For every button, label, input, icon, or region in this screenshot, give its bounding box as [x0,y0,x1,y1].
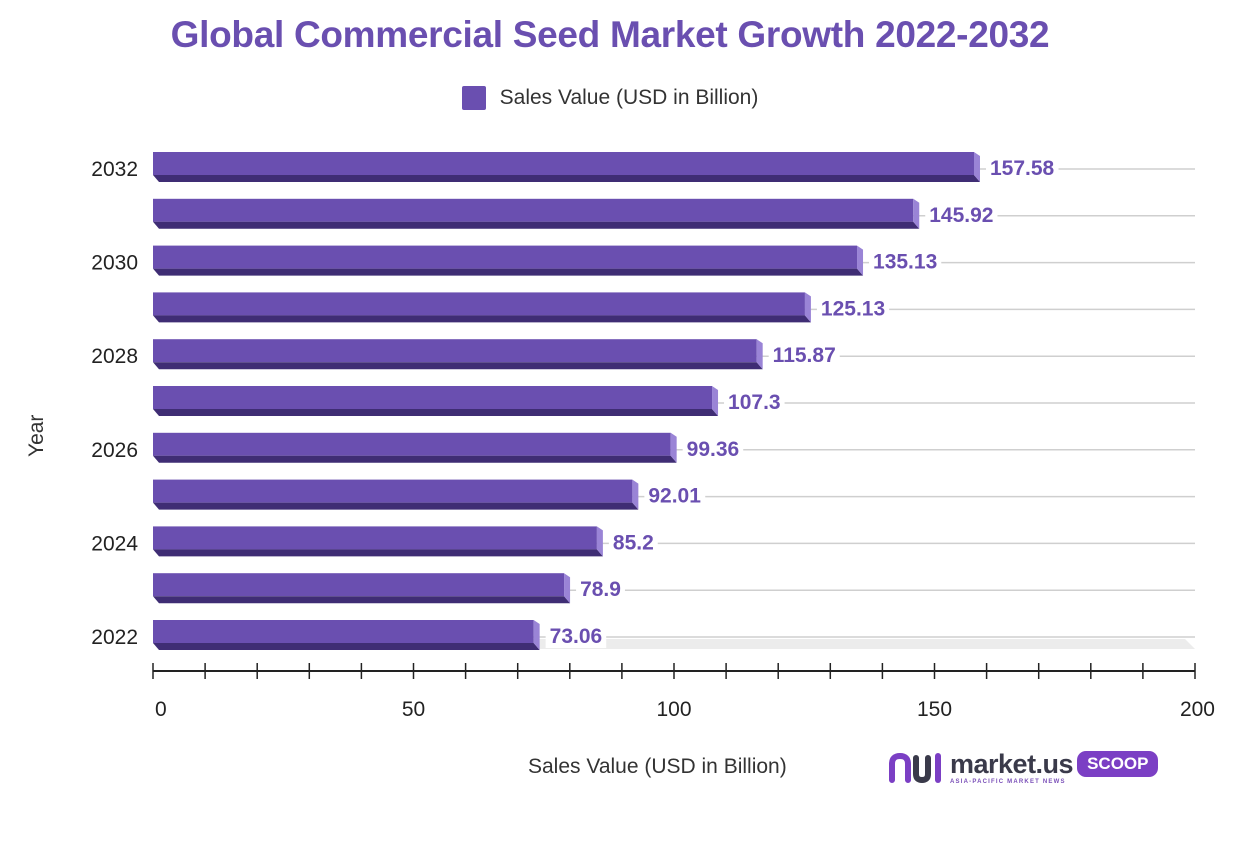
data-label: 107.3 [728,391,781,414]
legend: Sales Value (USD in Billion) [0,86,1220,110]
logo-text: market.us [950,749,1074,779]
bar [153,432,671,456]
bar [153,152,974,175]
bar-side-face [564,573,571,604]
chart-title: Global Commercial Seed Market Growth 202… [170,14,1050,55]
data-label: 92.01 [648,485,701,508]
x-tick-label: 100 [656,698,691,721]
y-tick-label: 2028 [91,345,138,368]
bar [153,292,805,316]
data-label-bg [644,484,706,508]
data-label: 125.13 [821,297,885,320]
data-label-bg [985,157,1059,180]
bar [153,339,757,363]
bar-bottom-face [153,549,603,557]
bar [153,526,597,550]
logo-subtext: ASIA-PACIFIC MARKET NEWS [950,779,1066,785]
bar-bottom-face [153,362,763,370]
bar-bottom-face [153,455,677,463]
y-tick-label: 2024 [91,532,138,555]
bar-bottom-face [153,596,571,604]
bar-bottom-face [153,409,719,416]
data-label: 135.13 [873,251,937,274]
x-tick-label: 50 [402,698,425,721]
data-label: 85.2 [613,531,654,554]
y-tick-label: 2022 [91,626,138,649]
bar [153,573,565,597]
data-label-bg [925,203,998,227]
data-label: 99.36 [687,438,740,461]
bar-bottom-face [153,643,540,650]
bar-side-face [712,386,719,416]
bar-bottom-face [153,175,980,182]
bar-side-face [973,152,980,182]
y-tick-label: 2030 [91,252,138,275]
legend-swatch [461,86,486,110]
bar-bottom-face [153,221,920,229]
bar [153,479,633,503]
x-tick-label: 0 [155,698,167,721]
bar-bottom-face [153,315,811,323]
x-tick-label: 200 [1180,698,1215,721]
data-label-bg [869,250,942,274]
data-label: 78.9 [580,578,621,601]
bar-side-face [857,245,864,276]
data-label-bg [768,344,840,368]
bar [153,620,534,643]
bar-side-face [913,198,920,229]
market-us-logo: market.us ASIA-PACIFIC MARKET NEWS SCOOP [888,749,1159,786]
bar-bottom-face [153,502,639,510]
bar-side-face [804,292,811,323]
y-tick-label: 2032 [91,158,138,181]
x-axis-label: Sales Value (USD in Billion) [528,755,787,778]
data-label: 145.92 [929,204,993,227]
data-label: 157.58 [990,157,1055,180]
bar-side-face [596,526,603,557]
data-label-bg [608,531,658,555]
logo-mark-icon [889,752,941,784]
bar-side-face [533,620,540,650]
data-label-bg [682,437,744,461]
x-tick-label: 150 [917,698,952,721]
bar-side-face [756,339,763,370]
data-label-bg [545,625,607,648]
bar [153,198,914,222]
data-label: 115.87 [773,344,836,367]
data-label-bg [724,391,785,414]
scoop-badge: SCOOP [1077,751,1159,777]
data-label: 73.06 [550,625,603,648]
data-label-bg [576,578,625,602]
y-tick-label: 2026 [91,439,138,462]
legend-label: Sales Value (USD in Billion) [499,86,759,109]
bar [153,245,858,269]
bar [153,386,713,409]
data-label-bg [816,297,890,321]
bar-bottom-face [153,268,864,276]
bar-side-face [670,432,677,463]
bar-side-face [632,479,639,510]
